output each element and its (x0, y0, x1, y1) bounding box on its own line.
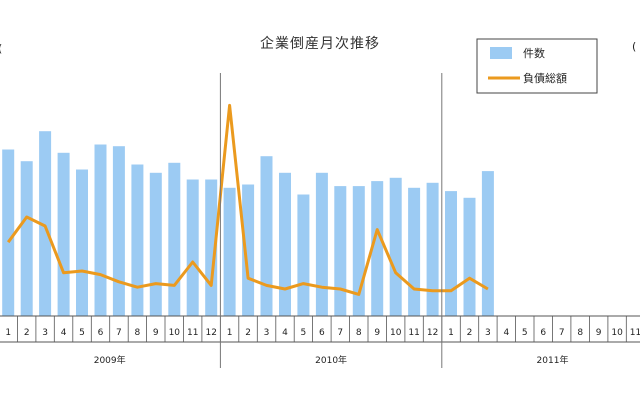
year-label-1: 2009年 (94, 354, 126, 366)
bar-count-25 (445, 191, 457, 316)
x-tick-label-24: 12 (427, 328, 438, 338)
x-tick-label-21: 9 (374, 328, 380, 338)
x-tick-label-33: 9 (596, 328, 602, 338)
legend-bar-swatch (490, 47, 512, 59)
x-tick-label-18: 6 (319, 328, 325, 338)
x-tick-label-25: 1 (448, 328, 454, 338)
x-tick-label-23: 11 (408, 328, 419, 338)
x-tick-label-27: 3 (485, 328, 491, 338)
legend: 件数 負債総額 (476, 38, 598, 94)
bar-count-21 (371, 181, 384, 316)
x-tick-label-20: 8 (356, 328, 362, 338)
x-tick-label-19: 7 (337, 328, 343, 338)
x-tick-label-16: 4 (282, 328, 288, 338)
x-tick-label-5: 5 (79, 328, 85, 338)
bar-count-18 (315, 172, 328, 316)
x-tick-label-26: 2 (467, 328, 473, 338)
bar-count-20 (352, 186, 365, 316)
x-tick-label-15: 3 (264, 328, 270, 338)
bar-count-15 (260, 156, 273, 316)
x-tick-label-10: 10 (169, 328, 181, 338)
bar-count-7 (112, 146, 125, 316)
x-tick-label-7: 7 (116, 328, 122, 338)
x-tick-label-9: 9 (153, 328, 159, 338)
x-tick-label-1: 1 (5, 328, 11, 338)
bar-count-24 (426, 182, 439, 316)
year-label-3: 2011年 (537, 354, 569, 366)
x-tick-label-3: 3 (42, 328, 48, 338)
bar-count-1 (2, 149, 15, 316)
bar-count-27 (481, 171, 494, 316)
line-debt-total (6, 103, 489, 296)
x-tick-label-28: 4 (504, 328, 510, 338)
bar-count-11 (186, 179, 199, 316)
x-tick-label-30: 6 (540, 328, 546, 338)
x-tick-label-31: 7 (559, 328, 565, 338)
bar-count-6 (94, 144, 107, 316)
x-tick-label-2: 2 (24, 328, 30, 338)
x-tick-label-34: 10 (611, 328, 623, 338)
x-tick-label-12: 12 (205, 328, 216, 338)
bar-count-3 (39, 131, 52, 316)
bar-count-14 (242, 184, 255, 316)
year-label-2: 2010年 (315, 354, 347, 366)
legend-label-count: 件数 (523, 47, 545, 60)
x-tick-label-4: 4 (61, 328, 67, 338)
x-tick-label-32: 8 (577, 328, 583, 338)
x-tick-label-29: 5 (522, 328, 528, 338)
bar-count-23 (408, 187, 421, 316)
bar-count-19 (334, 186, 347, 316)
bar-count-22 (389, 177, 402, 316)
x-tick-label-6: 6 (98, 328, 104, 338)
bar-count-26 (463, 197, 476, 316)
bar-count-2 (20, 161, 33, 316)
bar-count-8 (131, 164, 144, 316)
bar-count-17 (297, 194, 310, 316)
bar-count-13 (223, 187, 236, 316)
bar-count-5 (76, 169, 88, 316)
x-tick-label-17: 5 (301, 328, 307, 338)
x-tick-label-8: 8 (135, 328, 141, 338)
x-tick-label-13: 1 (227, 328, 233, 338)
x-tick-label-22: 10 (390, 328, 402, 338)
right-axis-unit: ( (632, 40, 636, 53)
x-tick-label-11: 11 (187, 328, 198, 338)
bar-count-9 (149, 172, 162, 316)
x-tick-label-35: 11 (630, 328, 640, 338)
bar-count-4 (57, 152, 70, 316)
left-axis-unit: ( (0, 42, 2, 55)
x-tick-label-14: 2 (245, 328, 251, 338)
bar-count-16 (279, 172, 291, 316)
chart-title: 企業倒産月次推移 (260, 35, 380, 52)
legend-label-debt: 負債総額 (523, 71, 567, 85)
plot-area: 1 2 3 4 5 6 7 8 9 10 11 12 1 2 3 4 5 6 7 8 9 10 11 12 1 2 3 4 5 6 7 8 9 1… (0, 73, 640, 368)
bar-count-10 (168, 162, 181, 316)
